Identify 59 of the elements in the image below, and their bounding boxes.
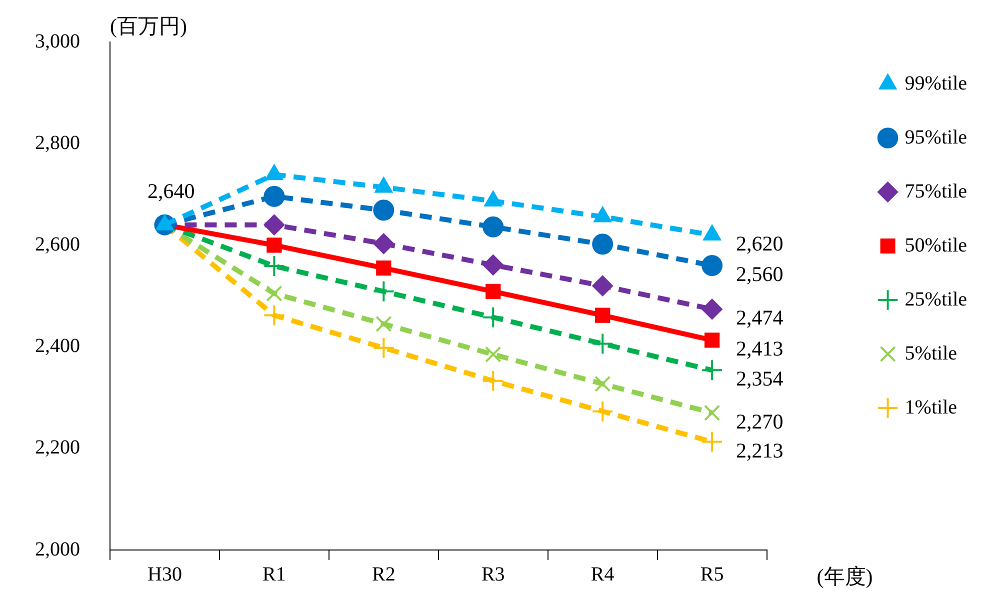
- data-label: 2,213: [736, 438, 784, 462]
- x-tick-label: R5: [700, 563, 724, 586]
- point: [482, 254, 504, 276]
- data-label: 2,413: [736, 336, 784, 361]
- y-tick-label: 2,000: [35, 538, 80, 560]
- legend-label: 99%tile: [904, 72, 968, 94]
- point: [376, 260, 392, 276]
- data-label: 2,354: [736, 366, 784, 391]
- x-tick-label: R3: [481, 563, 505, 586]
- point: [702, 298, 723, 320]
- point: [485, 346, 502, 362]
- x-tick-label: R1: [262, 563, 286, 586]
- y-tick-label: 2,600: [35, 233, 80, 256]
- data-label: 2,560: [736, 262, 784, 286]
- data-label: 2,474: [736, 306, 784, 330]
- point: [701, 430, 724, 453]
- y-tick-label: 3,000: [35, 30, 80, 52]
- point: [482, 370, 504, 392]
- point: [482, 306, 504, 328]
- x-tick-label: R2: [372, 563, 396, 586]
- point: [595, 308, 610, 323]
- legend-label: 75%tile: [904, 180, 968, 202]
- point: [373, 233, 394, 254]
- point: [592, 332, 614, 355]
- point: [266, 238, 282, 253]
- x-axis-title: (年度): [816, 564, 873, 589]
- point: [701, 359, 724, 382]
- data-label: 2,620: [736, 232, 784, 256]
- y-tick-label: 2,200: [35, 436, 80, 459]
- y-axis-title: (百万円): [110, 14, 187, 38]
- legend-label: 50%tile: [904, 234, 968, 256]
- point: [266, 285, 282, 302]
- point: [486, 284, 501, 299]
- point: [482, 216, 504, 238]
- point: [592, 400, 614, 422]
- point: [263, 304, 286, 326]
- point: [264, 214, 285, 236]
- point: [372, 336, 395, 359]
- legend-label: 95%tile: [904, 126, 968, 148]
- point: [372, 280, 395, 302]
- x-tick-label: H30: [148, 563, 182, 586]
- point: [263, 255, 286, 278]
- data-label: 2,640: [147, 178, 195, 203]
- point: [704, 332, 720, 348]
- point: [373, 200, 394, 221]
- point: [592, 275, 614, 296]
- x-tick-label: R4: [590, 563, 614, 586]
- point: [592, 234, 614, 255]
- point: [594, 376, 611, 392]
- legend-label: 5%tile: [904, 342, 958, 364]
- y-tick-label: 2,400: [35, 335, 80, 358]
- legend-label: 1%tile: [904, 396, 958, 418]
- point: [376, 316, 392, 332]
- point: [704, 404, 720, 421]
- point: [264, 186, 285, 207]
- point: [702, 255, 723, 276]
- data-label: 2,270: [736, 409, 784, 434]
- y-tick-label: 2,800: [35, 132, 80, 154]
- legend-label: 25%tile: [904, 288, 968, 310]
